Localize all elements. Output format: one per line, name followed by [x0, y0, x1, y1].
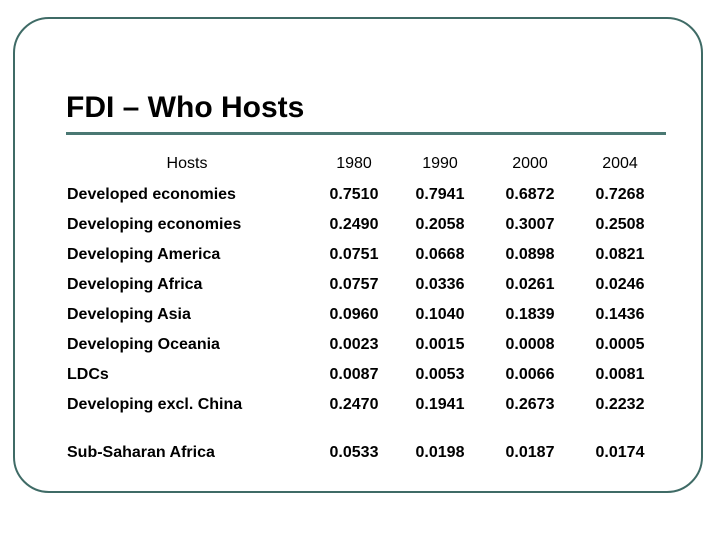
row-label: Developed economies [67, 186, 236, 203]
row-label: Developing Africa [67, 276, 203, 293]
cell-1980: 0.0087 [329, 366, 379, 383]
cell-1980: 0.7510 [329, 186, 379, 203]
cell-1990: 0.2058 [415, 216, 465, 233]
cell-2004: 0.0246 [595, 276, 645, 293]
table-row: Developing excl. China 0.2470 0.1941 0.2… [0, 390, 720, 420]
table-row: Developing Asia 0.0960 0.1040 0.1839 0.1… [0, 300, 720, 330]
cell-1990: 0.0198 [415, 444, 465, 461]
cell-1990: 0.0336 [415, 276, 465, 293]
table-row: Sub-Saharan Africa 0.0533 0.0198 0.0187 … [0, 438, 720, 468]
cell-2004: 0.0081 [595, 366, 645, 383]
cell-2000: 0.0008 [505, 336, 555, 353]
row-label: LDCs [67, 366, 109, 383]
column-header-hosts: Hosts [166, 155, 208, 172]
cell-1990: 0.7941 [415, 186, 465, 203]
slide-title: FDI – Who Hosts [66, 91, 305, 124]
row-label: Developing America [67, 246, 221, 263]
row-label: Developing Asia [67, 306, 191, 323]
cell-2000: 0.0187 [505, 444, 555, 461]
row-label: Developing economies [67, 216, 242, 233]
table-row: Developing economies 0.2490 0.2058 0.300… [0, 210, 720, 240]
column-header-2000: 2000 [512, 155, 548, 172]
column-header-2004: 2004 [602, 155, 638, 172]
cell-2004: 0.0821 [595, 246, 645, 263]
table-row: Developing America 0.0751 0.0668 0.0898 … [0, 240, 720, 270]
cell-2000: 0.1839 [505, 306, 555, 323]
cell-1980: 0.0023 [329, 336, 379, 353]
cell-1980: 0.2490 [329, 216, 379, 233]
cell-2004: 0.7268 [595, 186, 645, 203]
table-row: LDCs 0.0087 0.0053 0.0066 0.0081 [0, 360, 720, 390]
cell-1990: 0.0053 [415, 366, 465, 383]
table-header-row: Hosts 1980 1990 2000 2004 [0, 149, 720, 179]
cell-2004: 0.1436 [595, 306, 645, 323]
cell-2000: 0.0261 [505, 276, 555, 293]
cell-1990: 0.1040 [415, 306, 465, 323]
column-header-1990: 1990 [422, 155, 458, 172]
cell-2000: 0.6872 [505, 186, 555, 203]
cell-1980: 0.2470 [329, 396, 379, 413]
column-header-1980: 1980 [336, 155, 372, 172]
row-label: Developing Oceania [67, 336, 220, 353]
cell-1980: 0.0751 [329, 246, 379, 263]
cell-2004: 0.0174 [595, 444, 645, 461]
cell-1990: 0.1941 [415, 396, 465, 413]
row-label: Sub-Saharan Africa [67, 444, 215, 461]
slide-frame [13, 17, 703, 493]
title-divider [66, 132, 666, 135]
cell-2000: 0.0898 [505, 246, 555, 263]
cell-2000: 0.2673 [505, 396, 555, 413]
cell-2004: 0.0005 [595, 336, 645, 353]
table-row: Developing Oceania 0.0023 0.0015 0.0008 … [0, 330, 720, 360]
cell-1980: 0.0960 [329, 306, 379, 323]
row-label: Developing excl. China [67, 396, 243, 413]
cell-1980: 0.0757 [329, 276, 379, 293]
cell-1980: 0.0533 [329, 444, 379, 461]
table-row: Developing Africa 0.0757 0.0336 0.0261 0… [0, 270, 720, 300]
cell-1990: 0.0015 [415, 336, 465, 353]
cell-2004: 0.2508 [595, 216, 645, 233]
cell-1990: 0.0668 [415, 246, 465, 263]
table-row: Developed economies 0.7510 0.7941 0.6872… [0, 180, 720, 210]
cell-2000: 0.3007 [505, 216, 555, 233]
cell-2004: 0.2232 [595, 396, 645, 413]
cell-2000: 0.0066 [505, 366, 555, 383]
